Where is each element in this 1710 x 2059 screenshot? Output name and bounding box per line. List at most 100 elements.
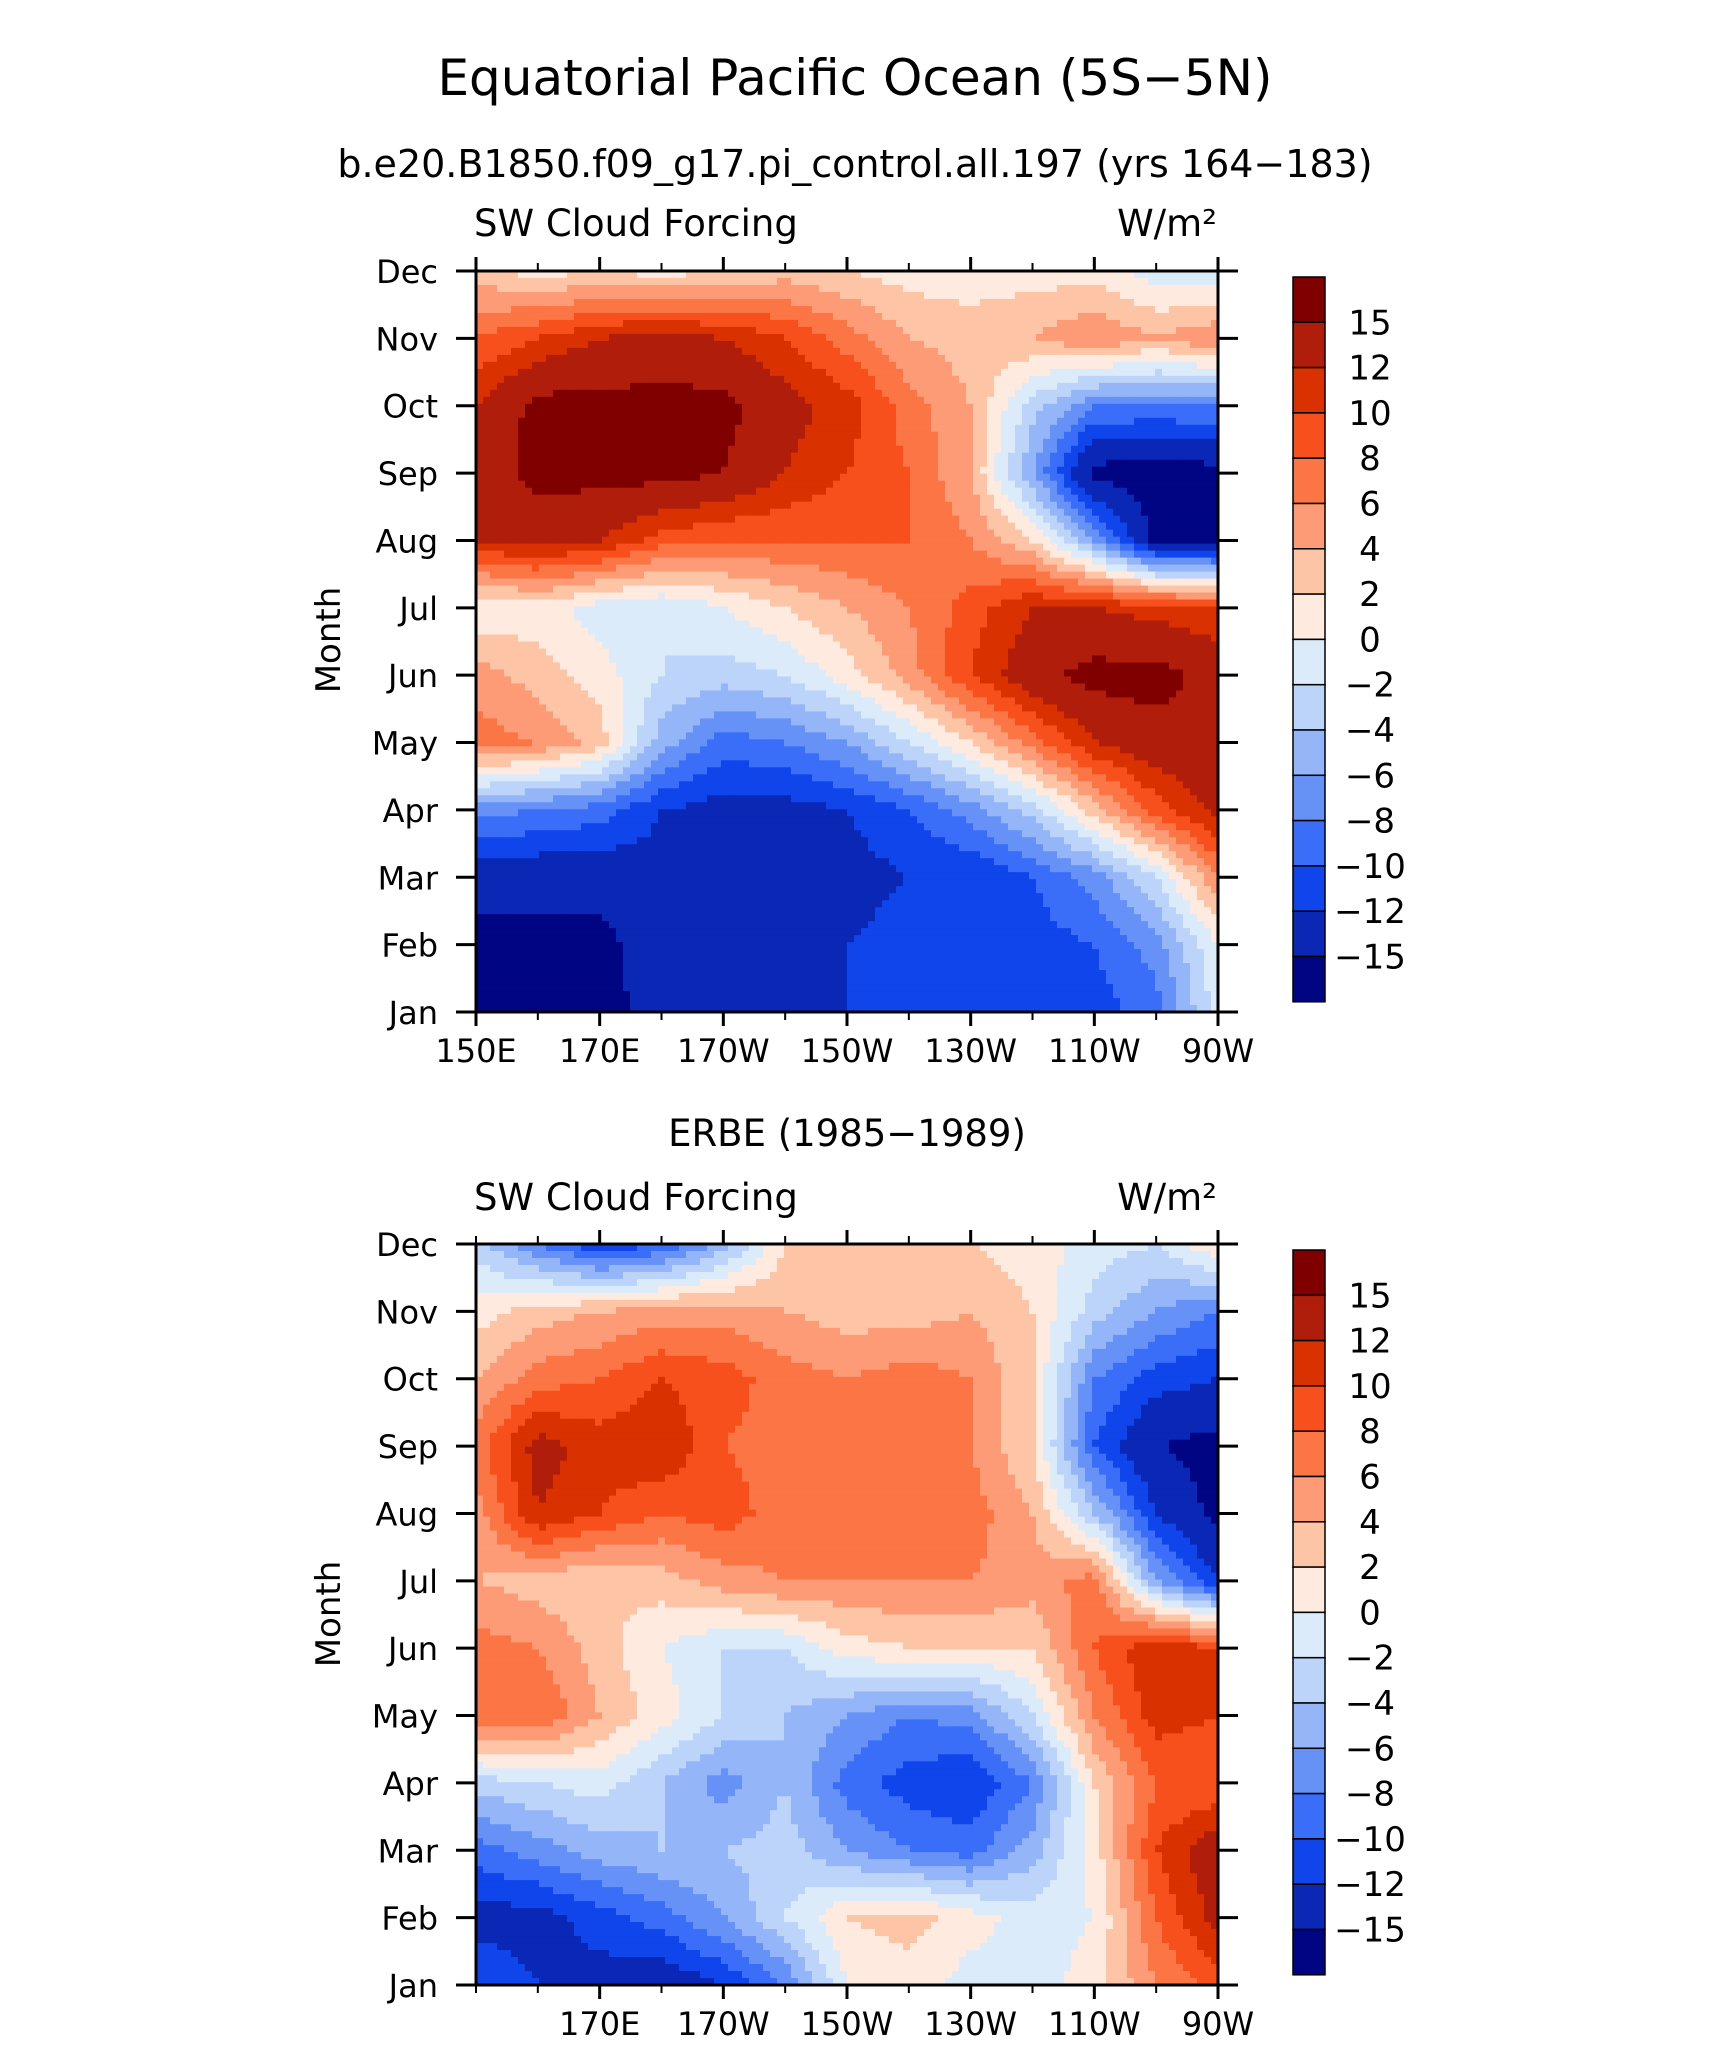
heatmap-cell	[1043, 299, 1051, 307]
heatmap-cell	[770, 341, 778, 349]
heatmap-cell	[504, 586, 512, 594]
panel-model-units-label: W/m²	[1117, 202, 1217, 245]
heatmap-cell	[1155, 446, 1163, 454]
heatmap-cell	[672, 467, 680, 475]
heatmap-cell	[882, 502, 890, 510]
heatmap-cell	[1064, 481, 1072, 489]
heatmap-cell	[847, 362, 855, 370]
heatmap-cell	[861, 586, 869, 594]
heatmap-cell	[840, 411, 848, 419]
heatmap-cell	[777, 313, 785, 321]
heatmap-cell	[1092, 453, 1100, 461]
heatmap-cell	[854, 425, 862, 433]
heatmap-cell	[1029, 362, 1037, 370]
heatmap-cell	[952, 432, 960, 440]
heatmap-cell	[784, 355, 792, 363]
heatmap-cell	[1106, 411, 1114, 419]
heatmap-cell	[826, 425, 834, 433]
heatmap-cell	[966, 474, 974, 482]
heatmap-cell	[938, 362, 946, 370]
heatmap-cell	[882, 327, 890, 335]
heatmap-cell	[1169, 355, 1177, 363]
heatmap-cell	[798, 565, 806, 573]
heatmap-cell	[1050, 474, 1058, 482]
heatmap-cell	[959, 495, 967, 503]
heatmap-cell	[1078, 397, 1086, 405]
heatmap-cell	[938, 551, 946, 559]
heatmap-cell	[616, 460, 624, 468]
heatmap-cell	[574, 488, 582, 496]
heatmap-cell	[854, 285, 862, 293]
heatmap-cell	[735, 502, 743, 510]
heatmap-cell	[959, 320, 967, 328]
heatmap-cell	[812, 467, 820, 475]
heatmap-cell	[945, 278, 953, 286]
heatmap-cell	[784, 306, 792, 314]
heatmap-cell	[567, 558, 575, 566]
heatmap-cell	[1162, 390, 1170, 398]
heatmap-cell	[693, 341, 701, 349]
heatmap-cell	[882, 299, 890, 307]
heatmap-cell	[840, 453, 848, 461]
heatmap-cell	[770, 432, 778, 440]
heatmap-cell	[980, 425, 988, 433]
heatmap-cell	[1050, 376, 1058, 384]
heatmap-cell	[1176, 537, 1184, 545]
heatmap-cell	[546, 320, 554, 328]
heatmap-cell	[805, 544, 813, 552]
heatmap-cell	[574, 327, 582, 335]
heatmap-cell	[1078, 446, 1086, 454]
heatmap-cell	[882, 292, 890, 300]
heatmap-cell	[756, 390, 764, 398]
heatmap-cell	[574, 586, 582, 594]
heatmap-cell	[525, 313, 533, 321]
heatmap-cell	[798, 397, 806, 405]
heatmap-cell	[532, 278, 540, 286]
heatmap-cell	[735, 348, 743, 356]
heatmap-cell	[525, 551, 533, 559]
heatmap-cell	[1036, 292, 1044, 300]
heatmap-cell	[910, 369, 918, 377]
heatmap-cell	[742, 551, 750, 559]
heatmap-cell	[1029, 502, 1037, 510]
heatmap-cell	[833, 593, 841, 601]
heatmap-cell	[819, 586, 827, 594]
heatmap-cell	[672, 362, 680, 370]
heatmap-cell	[602, 523, 610, 531]
heatmap-cell	[742, 355, 750, 363]
heatmap-cell	[728, 411, 736, 419]
heatmap-cell	[735, 551, 743, 559]
heatmap-cell	[1190, 418, 1198, 426]
heatmap-cell	[756, 369, 764, 377]
heatmap-cell	[931, 488, 939, 496]
heatmap-cell	[931, 313, 939, 321]
heatmap-cell	[1092, 474, 1100, 482]
heatmap-cell	[1036, 432, 1044, 440]
heatmap-cell	[952, 593, 960, 601]
heatmap-cell	[763, 313, 771, 321]
heatmap-cell	[714, 299, 722, 307]
heatmap-cell	[938, 383, 946, 391]
heatmap-cell	[826, 285, 834, 293]
heatmap-cell	[1057, 425, 1065, 433]
heatmap-cell	[1127, 355, 1135, 363]
heatmap-cell	[1169, 481, 1177, 489]
heatmap-cell	[896, 565, 904, 573]
heatmap-cell	[826, 488, 834, 496]
heatmap-cell	[910, 516, 918, 524]
heatmap-cell	[497, 544, 505, 552]
heatmap-cell	[889, 453, 897, 461]
heatmap-cell	[609, 537, 617, 545]
heatmap-cell	[539, 390, 547, 398]
heatmap-cell	[1190, 341, 1198, 349]
heatmap-cell	[679, 551, 687, 559]
heatmap-cell	[1148, 544, 1156, 552]
heatmap-cell	[959, 285, 967, 293]
heatmap-cell	[518, 299, 526, 307]
heatmap-cell	[987, 334, 995, 342]
heatmap-cell	[945, 362, 953, 370]
heatmap-cell	[644, 439, 652, 447]
heatmap-cell	[574, 355, 582, 363]
heatmap-cell	[1197, 299, 1205, 307]
heatmap-cell	[1029, 439, 1037, 447]
